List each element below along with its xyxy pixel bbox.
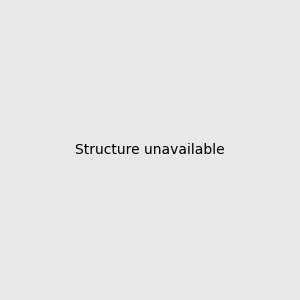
Text: Structure unavailable: Structure unavailable: [75, 143, 225, 157]
